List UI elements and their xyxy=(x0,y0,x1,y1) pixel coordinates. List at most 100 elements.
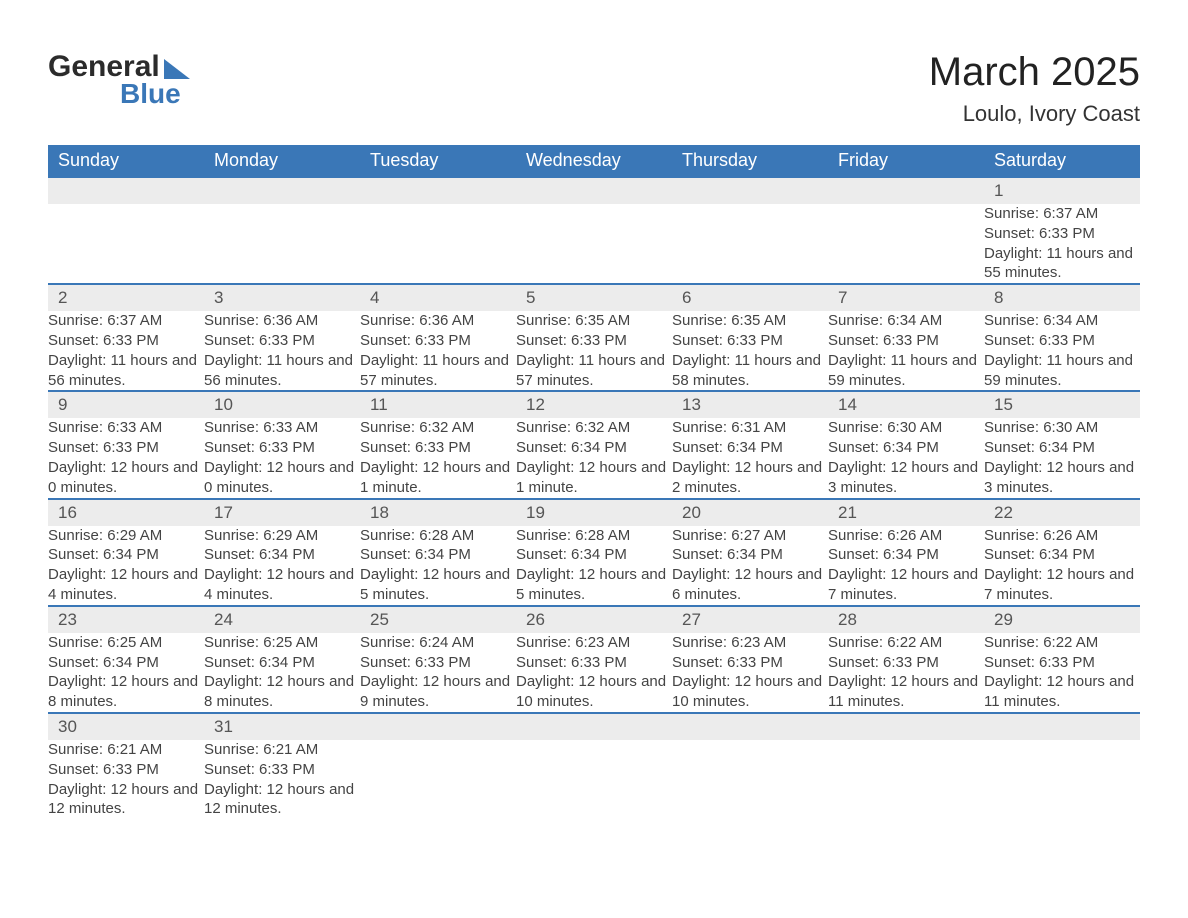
daylight-text: Daylight: 12 hours and 0 minutes. xyxy=(204,458,360,498)
calendar-week-info-row: Sunrise: 6:37 AMSunset: 6:33 PMDaylight:… xyxy=(48,204,1140,284)
day-number-cell xyxy=(48,177,204,204)
sunset-text: Sunset: 6:34 PM xyxy=(48,653,204,673)
day-info-cell: Sunrise: 6:21 AMSunset: 6:33 PMDaylight:… xyxy=(48,740,204,819)
sunset-text: Sunset: 6:33 PM xyxy=(672,331,828,351)
day-info-cell: Sunrise: 6:25 AMSunset: 6:34 PMDaylight:… xyxy=(204,633,360,713)
day-number-cell: 17 xyxy=(204,499,360,526)
daylight-text: Daylight: 12 hours and 6 minutes. xyxy=(672,565,828,605)
location-label: Loulo, Ivory Coast xyxy=(929,101,1140,127)
brand-triangle-icon xyxy=(164,59,190,79)
sunset-text: Sunset: 6:33 PM xyxy=(204,760,360,780)
sunrise-text: Sunrise: 6:34 AM xyxy=(984,311,1140,331)
daylight-text: Daylight: 11 hours and 57 minutes. xyxy=(516,351,672,391)
sunset-text: Sunset: 6:34 PM xyxy=(204,545,360,565)
daylight-text: Daylight: 12 hours and 3 minutes. xyxy=(984,458,1140,498)
day-number: 15 xyxy=(984,392,1140,418)
day-info-cell: Sunrise: 6:35 AMSunset: 6:33 PMDaylight:… xyxy=(516,311,672,391)
sunrise-text: Sunrise: 6:30 AM xyxy=(984,418,1140,438)
day-number: 13 xyxy=(672,392,828,418)
day-info-cell: Sunrise: 6:35 AMSunset: 6:33 PMDaylight:… xyxy=(672,311,828,391)
day-number-cell: 30 xyxy=(48,713,204,740)
day-number-cell: 22 xyxy=(984,499,1140,526)
day-info-cell: Sunrise: 6:30 AMSunset: 6:34 PMDaylight:… xyxy=(984,418,1140,498)
sunrise-text: Sunrise: 6:35 AM xyxy=(516,311,672,331)
day-number: 5 xyxy=(516,285,672,311)
daylight-text: Daylight: 12 hours and 10 minutes. xyxy=(672,672,828,712)
day-number-cell xyxy=(516,713,672,740)
sunrise-text: Sunrise: 6:25 AM xyxy=(204,633,360,653)
day-number: 3 xyxy=(204,285,360,311)
daylight-text: Daylight: 12 hours and 4 minutes. xyxy=(204,565,360,605)
day-info-cell xyxy=(984,740,1140,819)
day-number-cell: 16 xyxy=(48,499,204,526)
daylight-text: Daylight: 12 hours and 11 minutes. xyxy=(828,672,984,712)
day-info-cell xyxy=(828,740,984,819)
sunrise-text: Sunrise: 6:35 AM xyxy=(672,311,828,331)
day-number-cell: 9 xyxy=(48,391,204,418)
daylight-text: Daylight: 12 hours and 8 minutes. xyxy=(48,672,204,712)
day-number-cell: 14 xyxy=(828,391,984,418)
sunrise-text: Sunrise: 6:32 AM xyxy=(516,418,672,438)
daylight-text: Daylight: 12 hours and 12 minutes. xyxy=(204,780,360,820)
sunset-text: Sunset: 6:33 PM xyxy=(516,331,672,351)
sunrise-text: Sunrise: 6:34 AM xyxy=(828,311,984,331)
day-number: 26 xyxy=(516,607,672,633)
day-number-cell xyxy=(828,177,984,204)
calendar-week-info-row: Sunrise: 6:33 AMSunset: 6:33 PMDaylight:… xyxy=(48,418,1140,498)
day-number: 19 xyxy=(516,500,672,526)
day-number: 4 xyxy=(360,285,516,311)
day-info-cell xyxy=(828,204,984,284)
day-info-cell: Sunrise: 6:28 AMSunset: 6:34 PMDaylight:… xyxy=(516,526,672,606)
day-number: 7 xyxy=(828,285,984,311)
day-header: Thursday xyxy=(672,145,828,177)
day-number: 31 xyxy=(204,714,360,740)
day-number: 1 xyxy=(984,178,1140,204)
day-number: 24 xyxy=(204,607,360,633)
calendar-week-daynum-row: 16171819202122 xyxy=(48,499,1140,526)
day-number-cell: 29 xyxy=(984,606,1140,633)
calendar-week-info-row: Sunrise: 6:29 AMSunset: 6:34 PMDaylight:… xyxy=(48,526,1140,606)
day-info-cell xyxy=(516,204,672,284)
sunset-text: Sunset: 6:33 PM xyxy=(48,438,204,458)
day-number-cell: 7 xyxy=(828,284,984,311)
sunset-text: Sunset: 6:33 PM xyxy=(672,653,828,673)
calendar-week-info-row: Sunrise: 6:37 AMSunset: 6:33 PMDaylight:… xyxy=(48,311,1140,391)
day-info-cell: Sunrise: 6:33 AMSunset: 6:33 PMDaylight:… xyxy=(48,418,204,498)
day-number-cell: 18 xyxy=(360,499,516,526)
daylight-text: Daylight: 11 hours and 57 minutes. xyxy=(360,351,516,391)
daylight-text: Daylight: 12 hours and 8 minutes. xyxy=(204,672,360,712)
day-info-cell: Sunrise: 6:28 AMSunset: 6:34 PMDaylight:… xyxy=(360,526,516,606)
page-title: March 2025 xyxy=(929,50,1140,95)
day-number-cell: 1 xyxy=(984,177,1140,204)
calendar-week-daynum-row: 3031 xyxy=(48,713,1140,740)
day-info-cell: Sunrise: 6:26 AMSunset: 6:34 PMDaylight:… xyxy=(828,526,984,606)
calendar-header-row: SundayMondayTuesdayWednesdayThursdayFrid… xyxy=(48,145,1140,177)
day-number-cell: 23 xyxy=(48,606,204,633)
day-info-cell: Sunrise: 6:34 AMSunset: 6:33 PMDaylight:… xyxy=(828,311,984,391)
day-number: 18 xyxy=(360,500,516,526)
sunrise-text: Sunrise: 6:27 AM xyxy=(672,526,828,546)
day-number-cell xyxy=(516,177,672,204)
sunset-text: Sunset: 6:33 PM xyxy=(360,438,516,458)
day-info-cell: Sunrise: 6:23 AMSunset: 6:33 PMDaylight:… xyxy=(516,633,672,713)
day-number: 22 xyxy=(984,500,1140,526)
calendar-week-info-row: Sunrise: 6:21 AMSunset: 6:33 PMDaylight:… xyxy=(48,740,1140,819)
daylight-text: Daylight: 11 hours and 58 minutes. xyxy=(672,351,828,391)
day-number: 14 xyxy=(828,392,984,418)
day-number-cell: 31 xyxy=(204,713,360,740)
sunset-text: Sunset: 6:34 PM xyxy=(516,545,672,565)
day-info-cell xyxy=(360,740,516,819)
sunset-text: Sunset: 6:33 PM xyxy=(516,653,672,673)
day-number-cell: 10 xyxy=(204,391,360,418)
sunset-text: Sunset: 6:33 PM xyxy=(828,331,984,351)
day-number-cell xyxy=(204,177,360,204)
brand-name-2: Blue xyxy=(120,78,181,110)
day-number-cell: 13 xyxy=(672,391,828,418)
day-info-cell: Sunrise: 6:22 AMSunset: 6:33 PMDaylight:… xyxy=(828,633,984,713)
daylight-text: Daylight: 12 hours and 1 minute. xyxy=(516,458,672,498)
sunrise-text: Sunrise: 6:22 AM xyxy=(984,633,1140,653)
day-number-cell xyxy=(672,713,828,740)
calendar-week-info-row: Sunrise: 6:25 AMSunset: 6:34 PMDaylight:… xyxy=(48,633,1140,713)
sunrise-text: Sunrise: 6:23 AM xyxy=(672,633,828,653)
day-info-cell: Sunrise: 6:36 AMSunset: 6:33 PMDaylight:… xyxy=(204,311,360,391)
